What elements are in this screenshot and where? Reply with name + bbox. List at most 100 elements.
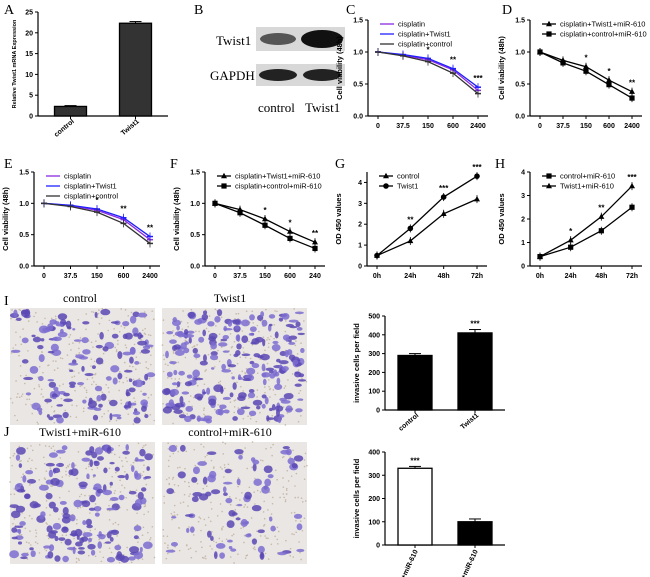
stained-cell xyxy=(16,446,26,455)
membrane-pore xyxy=(229,353,232,356)
y-tick-label: 200 xyxy=(368,496,380,503)
stained-cell xyxy=(276,377,281,385)
membrane-pore xyxy=(64,409,66,412)
membrane-pore xyxy=(143,332,146,335)
membrane-pore xyxy=(261,459,264,462)
stained-cell xyxy=(281,312,290,320)
stained-cell xyxy=(38,376,44,382)
stained-cell xyxy=(20,309,30,318)
membrane-pore xyxy=(141,534,144,536)
membrane-pore xyxy=(290,512,293,514)
micrographs-layer: control Twist1 Twist1+miR-610 control+mi… xyxy=(9,291,308,564)
x-tick-label: 0 xyxy=(213,273,217,280)
stained-cell xyxy=(130,346,136,355)
membrane-pore xyxy=(93,360,96,363)
membrane-pore xyxy=(126,380,129,382)
membrane-pore xyxy=(33,387,36,390)
stained-cell xyxy=(109,497,119,502)
membrane-pore xyxy=(61,476,64,478)
stained-cell xyxy=(29,501,39,509)
legend-label: cisplatin xyxy=(398,20,425,29)
stained-cell xyxy=(59,500,67,505)
stained-cell xyxy=(270,525,276,532)
stained-cell xyxy=(70,530,78,537)
chart-f: 0.0 0.5 1.0 1.5 Cell viability (48h) 0 37.5 150… xyxy=(172,170,325,280)
membrane-pore xyxy=(270,335,272,338)
membrane-pore xyxy=(126,509,129,511)
stained-cell xyxy=(62,513,71,519)
stained-cell xyxy=(139,448,146,457)
membrane-pore xyxy=(234,399,237,401)
membrane-pore xyxy=(28,542,30,544)
membrane-pore xyxy=(253,546,256,548)
stained-cell xyxy=(261,394,267,399)
data-point xyxy=(583,68,589,74)
membrane-pore xyxy=(144,505,147,507)
stained-cell xyxy=(222,409,230,414)
stained-cell xyxy=(206,530,212,538)
chart-d: 0.0 0.5 1.0 1.5 Cell viability (48h) 0 37.5 150… xyxy=(497,18,647,131)
membrane-pore xyxy=(102,352,105,355)
membrane-pore xyxy=(115,349,118,351)
stained-cell xyxy=(232,416,238,421)
data-point xyxy=(407,237,414,244)
membrane-pore xyxy=(282,406,285,408)
stained-cell xyxy=(207,321,215,327)
membrane-pore xyxy=(119,491,122,493)
membrane-pore xyxy=(153,556,156,559)
membrane-pore xyxy=(284,385,287,387)
stained-cell xyxy=(122,321,130,327)
stained-cell xyxy=(98,403,103,408)
y-axis-label: Cell viability (48h) xyxy=(497,36,506,100)
stained-cell xyxy=(238,454,243,460)
membrane-pore xyxy=(132,461,135,464)
membrane-pore xyxy=(94,503,97,505)
stained-cell xyxy=(228,509,236,517)
membrane-pore xyxy=(173,491,176,494)
membrane-pore xyxy=(50,447,53,449)
membrane-pore xyxy=(90,365,92,367)
stained-cell xyxy=(263,465,273,474)
membrane-pore xyxy=(15,331,17,334)
membrane-pore xyxy=(285,487,288,490)
membrane-pore xyxy=(267,558,270,560)
chart-i: 0 100 200 300 400 500 invasive cells per field… xyxy=(352,314,505,433)
stained-cell xyxy=(236,408,245,416)
stained-cell xyxy=(109,481,113,486)
membrane-pore xyxy=(168,482,171,485)
stained-cell xyxy=(21,552,29,557)
membrane-pore xyxy=(27,320,30,322)
stained-cell xyxy=(117,475,126,479)
membrane-pore xyxy=(241,330,244,332)
stained-cell xyxy=(177,471,186,479)
stained-cell xyxy=(9,504,19,509)
stained-cell xyxy=(261,363,266,372)
stained-cell xyxy=(40,511,46,518)
membrane-pore xyxy=(245,367,248,370)
membrane-pore xyxy=(78,372,80,374)
stained-cell xyxy=(201,313,209,321)
y-tick-label: 400 xyxy=(368,332,380,339)
membrane-pore xyxy=(255,420,258,423)
stained-cell xyxy=(88,507,96,511)
membrane-pore xyxy=(19,374,22,377)
membrane-pore xyxy=(145,361,147,363)
membrane-pore xyxy=(91,468,93,471)
stained-cell xyxy=(61,445,68,451)
membrane-pore xyxy=(259,358,262,361)
membrane-pore xyxy=(254,548,256,551)
membrane-pore xyxy=(219,503,222,505)
stained-cell xyxy=(248,389,255,394)
membrane-pore xyxy=(297,420,300,423)
stained-cell xyxy=(189,526,195,533)
stained-cell xyxy=(130,465,135,472)
panel-letter-h: H xyxy=(495,157,505,172)
membrane-pore xyxy=(81,505,84,508)
membrane-pore xyxy=(177,361,180,364)
membrane-pore xyxy=(265,537,268,539)
membrane-pore xyxy=(92,346,94,348)
stained-cell xyxy=(129,546,139,554)
membrane-pore xyxy=(284,499,287,501)
